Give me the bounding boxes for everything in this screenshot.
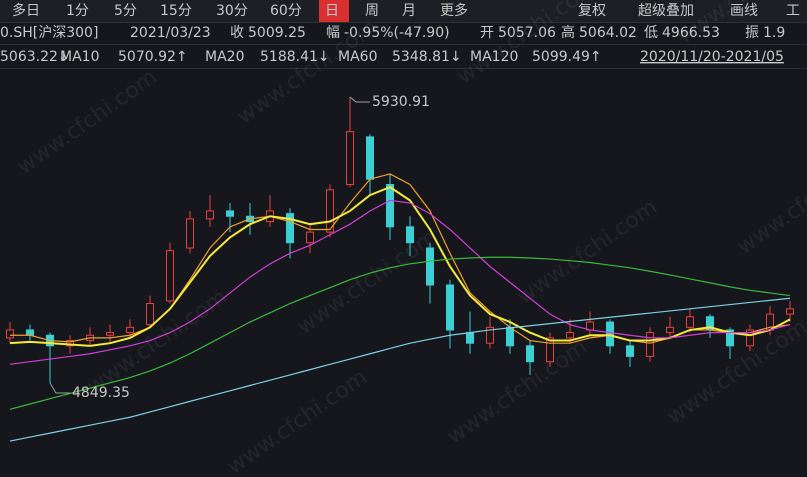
legend-reading: 5188.41↓	[260, 49, 330, 65]
tool-button[interactable]: 画线	[730, 3, 758, 19]
info-high-label: 高	[561, 24, 575, 41]
legend-reading: 5348.81↓	[392, 49, 462, 65]
candle-body	[206, 210, 214, 220]
legend-name: MA60	[338, 49, 377, 65]
watermark: www.cfchi.com	[83, 285, 232, 400]
watermark: www.cfchi.com	[13, 65, 162, 180]
period-tab[interactable]: 月	[402, 3, 416, 19]
period-tab[interactable]: 30分	[216, 3, 248, 19]
candle-body	[306, 231, 314, 244]
tool-button[interactable]: 复权	[578, 2, 606, 19]
period-tab[interactable]: 60分	[270, 3, 302, 19]
info-date: 2021/03/23	[130, 25, 211, 41]
candle-body	[566, 332, 574, 339]
candle-body	[666, 326, 674, 334]
annotation-label: 4849.35	[72, 385, 130, 401]
period-tab[interactable]: 日	[325, 3, 339, 19]
candle-body	[526, 345, 534, 363]
date-range[interactable]: 2020/11/20-2021/05	[640, 49, 784, 65]
legend-reading: 5063.22↓	[0, 49, 70, 65]
info-close-label: 收	[230, 25, 244, 41]
candle-body	[366, 136, 374, 180]
watermark: www.cfchi.com	[513, 195, 662, 310]
period-tab[interactable]: 多日	[12, 2, 40, 19]
candle-body	[26, 329, 34, 336]
info-low: 4966.53	[662, 25, 720, 41]
watermark: www.cfchi.com	[733, 145, 807, 260]
candle-body	[726, 329, 734, 347]
legend-name: MA20	[205, 49, 244, 65]
candle-body	[446, 284, 454, 331]
watermark: www.cfchi.com	[443, 335, 592, 450]
period-tab[interactable]: 1分	[66, 3, 89, 19]
candle-body	[686, 316, 694, 328]
info-change-label: 幅	[326, 25, 340, 41]
info-change: -0.95%(-47.90)	[344, 25, 450, 41]
candle-body	[106, 332, 114, 336]
ma-line	[10, 173, 791, 344]
candle-body	[126, 326, 134, 334]
tool-button[interactable]: 工	[786, 3, 800, 19]
legend-name: MA120	[470, 49, 518, 65]
ma-line	[9, 199, 791, 365]
watermark: www.cfchi.com	[223, 365, 372, 477]
candle-body	[346, 131, 354, 186]
candle-body	[386, 184, 394, 228]
legend-name: MA10	[60, 49, 99, 65]
candle-body	[466, 332, 474, 344]
period-tab[interactable]: 5分	[114, 3, 137, 19]
info-amp-label: 振	[745, 25, 759, 41]
candle-body	[226, 210, 234, 217]
candle-body	[326, 189, 334, 233]
candle-body	[486, 326, 494, 344]
annotation-leader	[349, 96, 370, 103]
period-tab[interactable]: 周	[365, 3, 379, 19]
period-tab[interactable]: 更多	[440, 2, 468, 19]
info-symbol: 0.SH[沪深300]	[0, 25, 98, 41]
candle-body	[786, 308, 794, 315]
info-open: 5057.06	[498, 25, 556, 41]
ma-line	[9, 186, 791, 347]
candle-body	[546, 337, 554, 363]
info-amp: 1.9	[763, 25, 785, 41]
candle-body	[746, 329, 754, 347]
candle-body	[426, 247, 434, 286]
candle-body	[286, 213, 294, 244]
candle-body	[6, 329, 14, 339]
annotation-leader	[49, 382, 70, 394]
candle-body	[646, 332, 654, 357]
info-high: 5064.02	[579, 25, 637, 41]
legend-reading: 5099.49↑	[532, 49, 602, 65]
info-close: 5009.25	[248, 25, 306, 41]
info-open-label: 开	[480, 25, 494, 41]
legend-reading: 5070.92↑	[118, 49, 188, 65]
candle-body	[626, 345, 634, 357]
ma-line	[9, 256, 791, 410]
candle-body	[186, 218, 194, 249]
candle-body	[146, 303, 154, 326]
tool-button[interactable]: 超级叠加	[638, 3, 694, 19]
toolbar-bg	[0, 0, 807, 22]
candle-body	[406, 226, 414, 244]
candle-body	[66, 340, 74, 347]
info-low-label: 低	[644, 25, 658, 41]
candle-body	[506, 326, 514, 347]
candle-body	[166, 250, 174, 302]
active-tab-bg	[319, 0, 349, 22]
ma-line	[9, 297, 791, 442]
annotation-label: 5930.91	[372, 94, 430, 110]
period-tab[interactable]: 15分	[160, 3, 192, 19]
watermark: www.cfchi.com	[293, 225, 442, 340]
candle-body	[606, 321, 614, 347]
